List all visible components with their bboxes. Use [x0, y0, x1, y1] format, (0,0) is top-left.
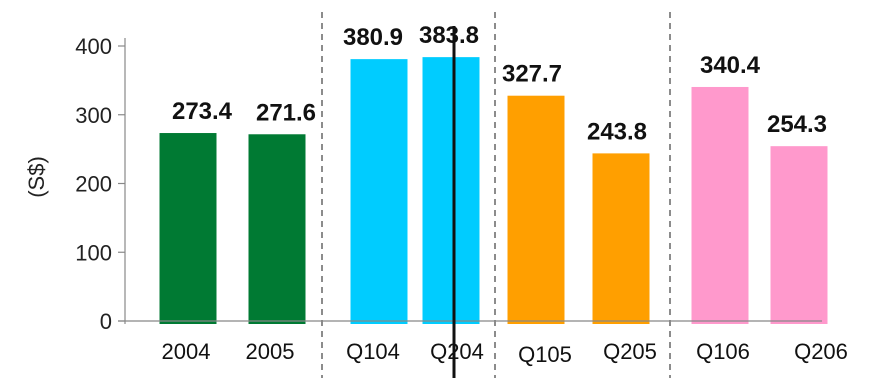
data-label-Q104: 380.9 [343, 24, 403, 51]
data-label-Q206: 254.3 [767, 111, 827, 138]
y-axis-label: (S$) [24, 156, 49, 198]
x-category-label-2005: 2005 [246, 339, 295, 364]
bar-Q105 [507, 95, 565, 324]
bars-group [159, 57, 828, 324]
bar-Q205 [592, 153, 650, 324]
x-category-label-Q206: Q206 [794, 339, 848, 364]
data-label-Q105: 327.7 [502, 61, 562, 88]
data-label-2005: 271.6 [256, 99, 316, 126]
bar-Q206 [770, 146, 828, 324]
y-tick-label: 0 [100, 309, 112, 334]
bar-2004 [159, 133, 217, 324]
bar-Q204 [422, 57, 480, 324]
bar-Q106 [691, 86, 749, 324]
axes-group [118, 38, 822, 324]
bar-Q104 [350, 59, 408, 324]
y-tick-label: 400 [75, 34, 112, 59]
y-tick-label: 200 [75, 172, 112, 197]
y-tick-label: 300 [75, 103, 112, 128]
data-label-Q106: 340.4 [700, 52, 761, 79]
group-dividers [321, 12, 671, 378]
x-category-label-Q106: Q106 [696, 339, 750, 364]
x-category-label-Q204: Q204 [430, 339, 484, 364]
x-category-label-Q205: Q205 [603, 339, 657, 364]
y-tick-label: 100 [75, 240, 112, 265]
x-category-label-Q104: Q104 [346, 339, 400, 364]
data-label-2004: 273.4 [172, 98, 233, 125]
y-ticks-group: 0 100 200 300 400 [75, 34, 125, 334]
bar-2005 [248, 134, 306, 324]
labels-group: 273.4 2004 271.6 2005 380.9 Q104 383.8 Q204 327.… [162, 22, 848, 367]
x-category-label-Q105: Q105 [518, 342, 572, 367]
data-label-Q205: 243.8 [587, 118, 647, 145]
data-label-Q204: 383.8 [419, 22, 479, 49]
x-category-label-2004: 2004 [162, 339, 211, 364]
